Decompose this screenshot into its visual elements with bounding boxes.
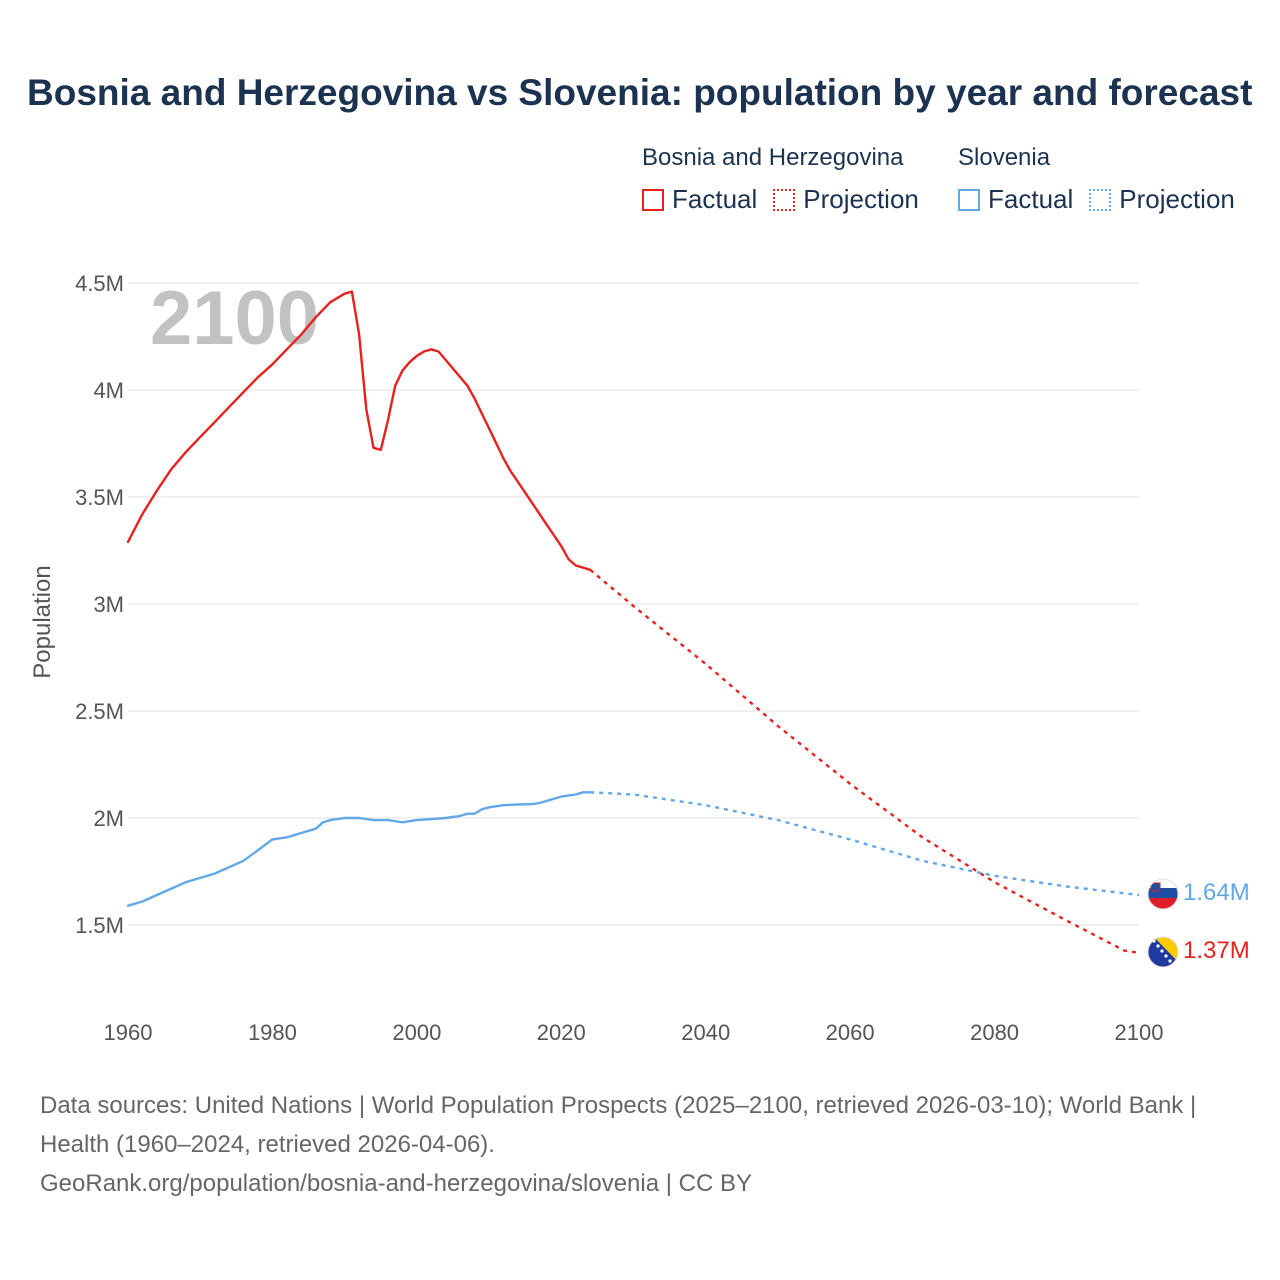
footer-link[interactable]: GeoRank.org/population/bosnia-and-herzeg… xyxy=(40,1170,752,1197)
footer: Data sources: United Nations | World Pop… xyxy=(40,1086,1240,1203)
legend-swatch-slovenia-factual xyxy=(958,188,980,211)
legend-label-slovenia-projection: Projection xyxy=(1119,184,1235,214)
x-tick-label: 2060 xyxy=(826,1020,875,1045)
legend-group-slovenia: Slovenia Factual Projection xyxy=(958,142,1235,215)
slovenia-flag-icon xyxy=(1147,878,1179,910)
x-tick-label: 2100 xyxy=(1115,1020,1164,1045)
x-tick-label: 2080 xyxy=(970,1020,1019,1045)
bosnia-end-value-label: 1.37M xyxy=(1183,937,1250,964)
legend-label-bosnia-projection: Projection xyxy=(803,184,919,214)
bosnia-and-herzegovina-factual-line[interactable] xyxy=(126,290,592,571)
y-tick-label: 4M xyxy=(93,378,124,403)
legend-swatch-bosnia-projection xyxy=(773,188,796,211)
x-tick-label: 2020 xyxy=(537,1020,586,1045)
x-tick-label: 1960 xyxy=(104,1020,153,1045)
legend-label-bosnia-factual: Factual xyxy=(672,184,758,214)
legend-group-title-slovenia: Slovenia xyxy=(958,144,1051,171)
y-tick-label: 3.5M xyxy=(75,485,124,510)
y-tick-label: 2.5M xyxy=(75,699,124,724)
legend-slovenia-projection[interactable]: Projection xyxy=(1089,184,1235,215)
legend-bosnia-factual[interactable]: Factual xyxy=(642,184,757,215)
bosnia-and-herzegovina-projection-line[interactable] xyxy=(589,568,1140,954)
slovenia-projection-line[interactable] xyxy=(590,791,1140,897)
y-tick-label: 4.5M xyxy=(75,271,124,296)
y-tick-label: 3M xyxy=(93,592,124,617)
footer-sources: Data sources: United Nations | World Pop… xyxy=(40,1092,1197,1158)
legend-label-slovenia-factual: Factual xyxy=(988,184,1074,214)
bosnia-flag-icon xyxy=(1147,936,1179,968)
legend-swatch-slovenia-projection xyxy=(1089,188,1112,211)
slovenia-factual-line[interactable] xyxy=(126,791,592,907)
x-tick-label: 1980 xyxy=(248,1020,297,1045)
x-tick-label: 2040 xyxy=(681,1020,730,1045)
chart-title: Bosnia and Herzegovina vs Slovenia: popu… xyxy=(27,72,1253,113)
slovenia-end-value-label: 1.64M xyxy=(1183,879,1250,906)
legend-swatch-bosnia-factual xyxy=(642,188,664,211)
legend-slovenia-factual[interactable]: Factual xyxy=(958,184,1073,215)
legend-group-title-bosnia: Bosnia and Herzegovina xyxy=(642,144,904,171)
legend-bosnia-projection[interactable]: Projection xyxy=(773,184,919,215)
x-tick-label: 2000 xyxy=(392,1020,441,1045)
y-tick-label: 2M xyxy=(93,806,124,831)
y-tick-label: 1.5M xyxy=(75,913,124,938)
legend-group-bosnia: Bosnia and Herzegovina Factual Projectio… xyxy=(642,142,935,215)
year-overlay: 2100 xyxy=(150,276,319,361)
y-axis-label: Population xyxy=(29,565,56,678)
